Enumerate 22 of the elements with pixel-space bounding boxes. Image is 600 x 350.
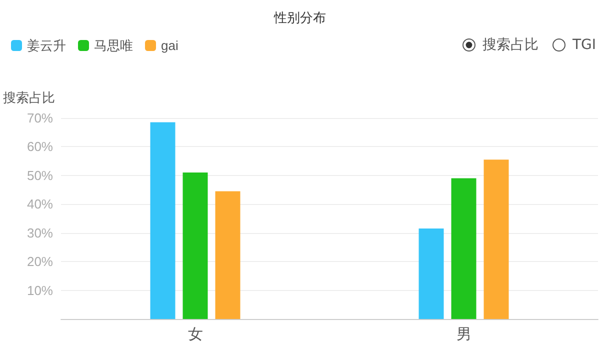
y-tick-label: 60% <box>26 139 54 154</box>
bar <box>484 160 509 319</box>
y-tick-label: 40% <box>26 196 54 212</box>
y-tick-label: 10% <box>26 282 54 298</box>
y-tick-label: 70% <box>26 110 54 126</box>
bar <box>451 178 476 319</box>
bar <box>182 172 208 319</box>
legend-label: 马思唯 <box>94 38 133 53</box>
x-tick-label: 男 <box>456 326 472 343</box>
x-tick-label: 女 <box>188 326 203 343</box>
y-axis-title: 搜索占比 <box>3 90 55 105</box>
legend-label: gai <box>161 38 178 53</box>
bar <box>418 228 444 319</box>
y-tick-label: 50% <box>26 168 54 183</box>
legend-label: 姜云升 <box>27 38 66 53</box>
chart-title: 性别分布 <box>273 10 326 25</box>
bar <box>150 122 176 319</box>
text: 搜索占比 <box>482 36 538 54</box>
y-tick-label: 30% <box>26 225 54 240</box>
bar <box>215 191 240 319</box>
y-tick-label: 20% <box>26 254 54 270</box>
text: TGI <box>572 37 596 53</box>
